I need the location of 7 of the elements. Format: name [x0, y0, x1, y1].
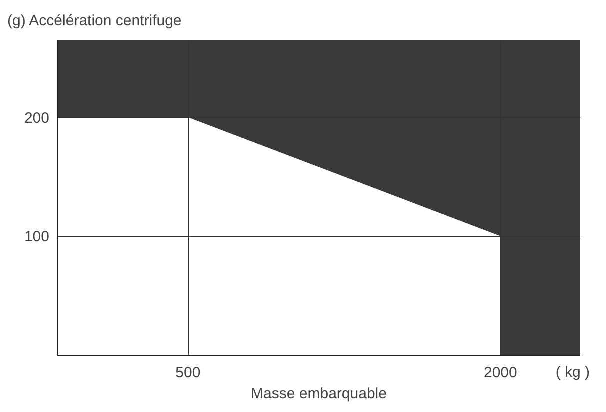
y-tick-label: 100 [24, 228, 50, 246]
x-tick-label: 2000 [484, 364, 518, 382]
text: ( kg ) [556, 364, 590, 381]
x-axis-title: Masse embarquable [251, 386, 387, 402]
y-tick-label: 200 [24, 110, 50, 127]
x-tick-label: 500 [176, 364, 201, 382]
y-axis-title: (g) Accélération centrifuge [8, 12, 182, 30]
